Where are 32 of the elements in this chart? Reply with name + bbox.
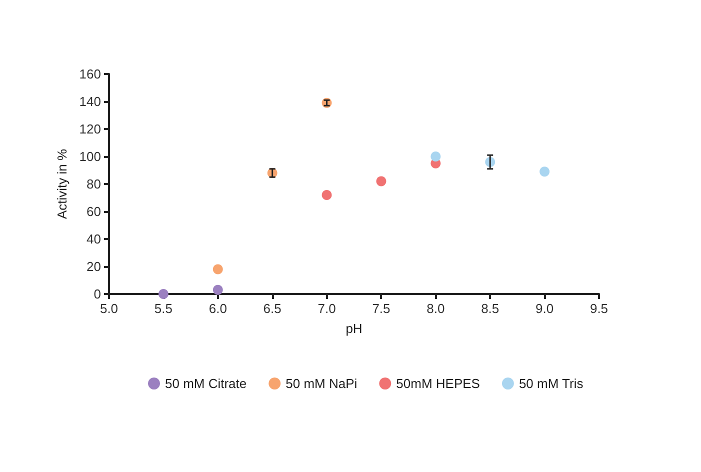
x-tick-label: 5.0 <box>100 301 118 316</box>
legend-label: 50mM HEPES <box>396 376 480 391</box>
y-tick-label: 140 <box>79 94 101 109</box>
y-tick-label: 120 <box>79 122 101 136</box>
x-tick-label: 9.5 <box>590 301 608 316</box>
x-tick-label: 6.5 <box>263 301 282 316</box>
x-tick-label: 8.0 <box>426 301 445 316</box>
x-tick-label: 6.0 <box>208 301 227 316</box>
point <box>158 289 168 299</box>
y-tick-label: 100 <box>79 149 101 164</box>
y-tick-label: 20 <box>86 259 101 274</box>
legend-label: 50 mM Tris <box>518 376 584 391</box>
x-tick-label: 5.5 <box>154 301 172 316</box>
point <box>376 176 386 186</box>
y-tick-label: 60 <box>86 204 101 219</box>
x-tick-label: 7.5 <box>372 301 390 316</box>
y-axis-title: Activity in % <box>54 148 70 220</box>
point <box>540 166 550 177</box>
y-tick-label: 160 <box>79 66 101 82</box>
legend-label: 50 mM NaPi <box>286 376 358 391</box>
point <box>212 284 223 295</box>
x-tick-label: 9.0 <box>536 301 554 316</box>
x-tick-label: 8.5 <box>481 301 500 316</box>
x-axis-title: pH <box>346 321 362 336</box>
y-tick-label: 0 <box>94 286 101 302</box>
legend-label: 50 mM Citrate <box>165 376 247 391</box>
point <box>212 264 223 274</box>
x-tick-label: 7.0 <box>318 301 336 316</box>
y-tick-label: 80 <box>86 176 101 192</box>
point <box>322 190 332 200</box>
y-tick-label: 40 <box>86 232 101 246</box>
point <box>430 152 441 162</box>
